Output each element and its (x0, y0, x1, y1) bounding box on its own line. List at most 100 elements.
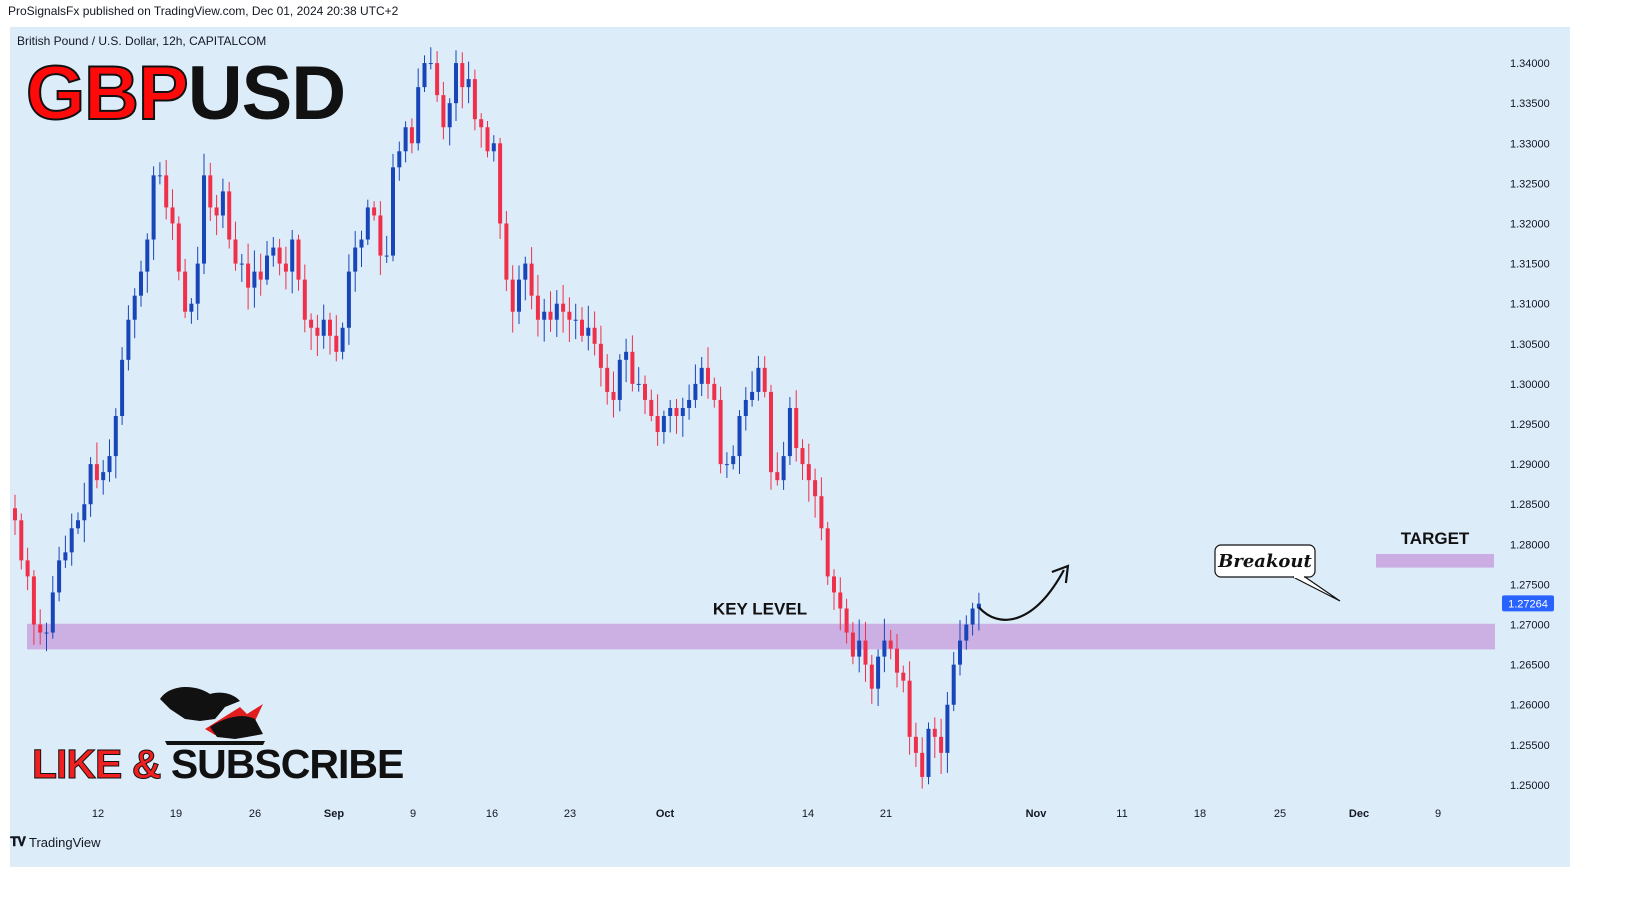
candle-body (340, 327, 345, 352)
candle-body (176, 223, 181, 272)
candle-body (832, 576, 836, 593)
candle-body (813, 480, 818, 497)
x-tick-label: 16 (486, 808, 498, 820)
breakout-callout-pointer (1292, 576, 1341, 602)
candle-body (617, 359, 622, 400)
chart-pane[interactable]: 1.34000 1.33500 1.33000 1.32500 1.32000 1.315… (10, 27, 1570, 867)
candle-body (252, 271, 257, 288)
x-tick-label: 26 (249, 808, 261, 820)
candle-body (643, 383, 647, 400)
candle-body (63, 552, 68, 561)
candle-body (945, 704, 950, 753)
candle-body (416, 87, 421, 144)
candle-body (151, 175, 156, 240)
candle-body (120, 359, 125, 416)
ticker-base: GBP (25, 51, 190, 136)
y-tick-label: 1.34000 (1510, 58, 1550, 70)
candle-body (523, 263, 528, 280)
candle-body (38, 624, 43, 633)
candle-body (561, 303, 566, 312)
instrument-label: British Pound / U.S. Dollar, 12h, CAPITA… (17, 34, 267, 48)
candle-body (567, 311, 572, 320)
last-price-label: 1.27264 (1508, 598, 1548, 610)
candle-body (378, 215, 383, 256)
candle-body (598, 343, 603, 368)
y-tick-label: 1.32000 (1510, 218, 1550, 230)
candle-body (649, 399, 654, 416)
y-tick-label: 1.30500 (1510, 339, 1550, 351)
y-tick-label: 1.28500 (1510, 499, 1550, 511)
candle-body (838, 592, 843, 609)
candle-body (321, 319, 326, 336)
x-tick-label: Dec (1349, 808, 1369, 820)
candle-body (454, 63, 458, 104)
candle-body (964, 624, 969, 641)
candle-body (113, 415, 118, 457)
candle-body (787, 407, 792, 457)
candle-body (365, 207, 370, 240)
candle-body (737, 415, 742, 457)
candle-body (183, 271, 188, 312)
candle-body (706, 367, 710, 384)
x-tick-label: 12 (92, 808, 104, 820)
candle-body (976, 603, 981, 609)
candle-body (655, 415, 660, 433)
y-tick-label: 1.30000 (1510, 379, 1550, 391)
candle-body (460, 63, 465, 88)
candle-body (850, 632, 855, 657)
candle-body (535, 295, 540, 320)
y-tick-label: 1.33500 (1510, 98, 1550, 110)
candle-body (189, 303, 194, 312)
candle-body (265, 255, 269, 280)
candle-body (296, 239, 301, 280)
candle-body (901, 672, 906, 681)
x-tick-label: 21 (880, 808, 892, 820)
candle-body (624, 351, 629, 360)
last-price-tag (1502, 595, 1554, 612)
y-tick-label: 1.27000 (1510, 620, 1550, 632)
candle-body (76, 520, 80, 529)
candle-body (283, 263, 288, 272)
candle-body (101, 472, 106, 481)
candle-body (743, 399, 748, 416)
cta-like: LIKE (31, 741, 122, 788)
y-tick-label: 1.32500 (1510, 178, 1550, 190)
y-tick-label: 1.29000 (1510, 459, 1550, 471)
candle-body (769, 391, 773, 473)
candle-body (315, 327, 320, 336)
tradingview-footer[interactable]: 𝐓𝐕 TradingView (10, 834, 101, 850)
candle-body (82, 504, 87, 521)
candle-body (126, 319, 131, 360)
candle-body (145, 239, 150, 272)
candle-body (510, 279, 515, 312)
candle-body (932, 728, 937, 737)
candle-body (687, 399, 692, 408)
candle-body (869, 664, 874, 689)
x-tick-label: 18 (1194, 808, 1206, 820)
candle-body (580, 319, 584, 336)
candle-body (164, 175, 169, 208)
candle-body (391, 167, 395, 256)
ticker-quote: USD (187, 51, 346, 136)
candle-body (13, 508, 17, 521)
key-level-zone (27, 623, 1495, 650)
candle-body (208, 175, 213, 208)
x-tick-label: 9 (1435, 808, 1441, 820)
candle-body (271, 247, 276, 256)
candle-body (25, 560, 30, 577)
candle-body (202, 175, 206, 264)
candle-body (44, 632, 49, 634)
candle-body (806, 464, 811, 481)
candle-body (491, 143, 496, 152)
candle-body (504, 223, 509, 280)
candle-body (674, 407, 679, 416)
projection-arrowhead (1051, 564, 1070, 584)
candle-body (680, 407, 685, 416)
candlestick-chart[interactable]: 1.34000 1.33500 1.33000 1.32500 1.32000 1.315… (10, 27, 1570, 867)
candle-body (882, 640, 887, 657)
candle-body (466, 79, 471, 88)
candle-body (920, 752, 925, 777)
price-axis-band (1497, 27, 1570, 867)
x-tick-label: 9 (410, 808, 416, 820)
breakout-label: Breakout (1217, 551, 1312, 572)
